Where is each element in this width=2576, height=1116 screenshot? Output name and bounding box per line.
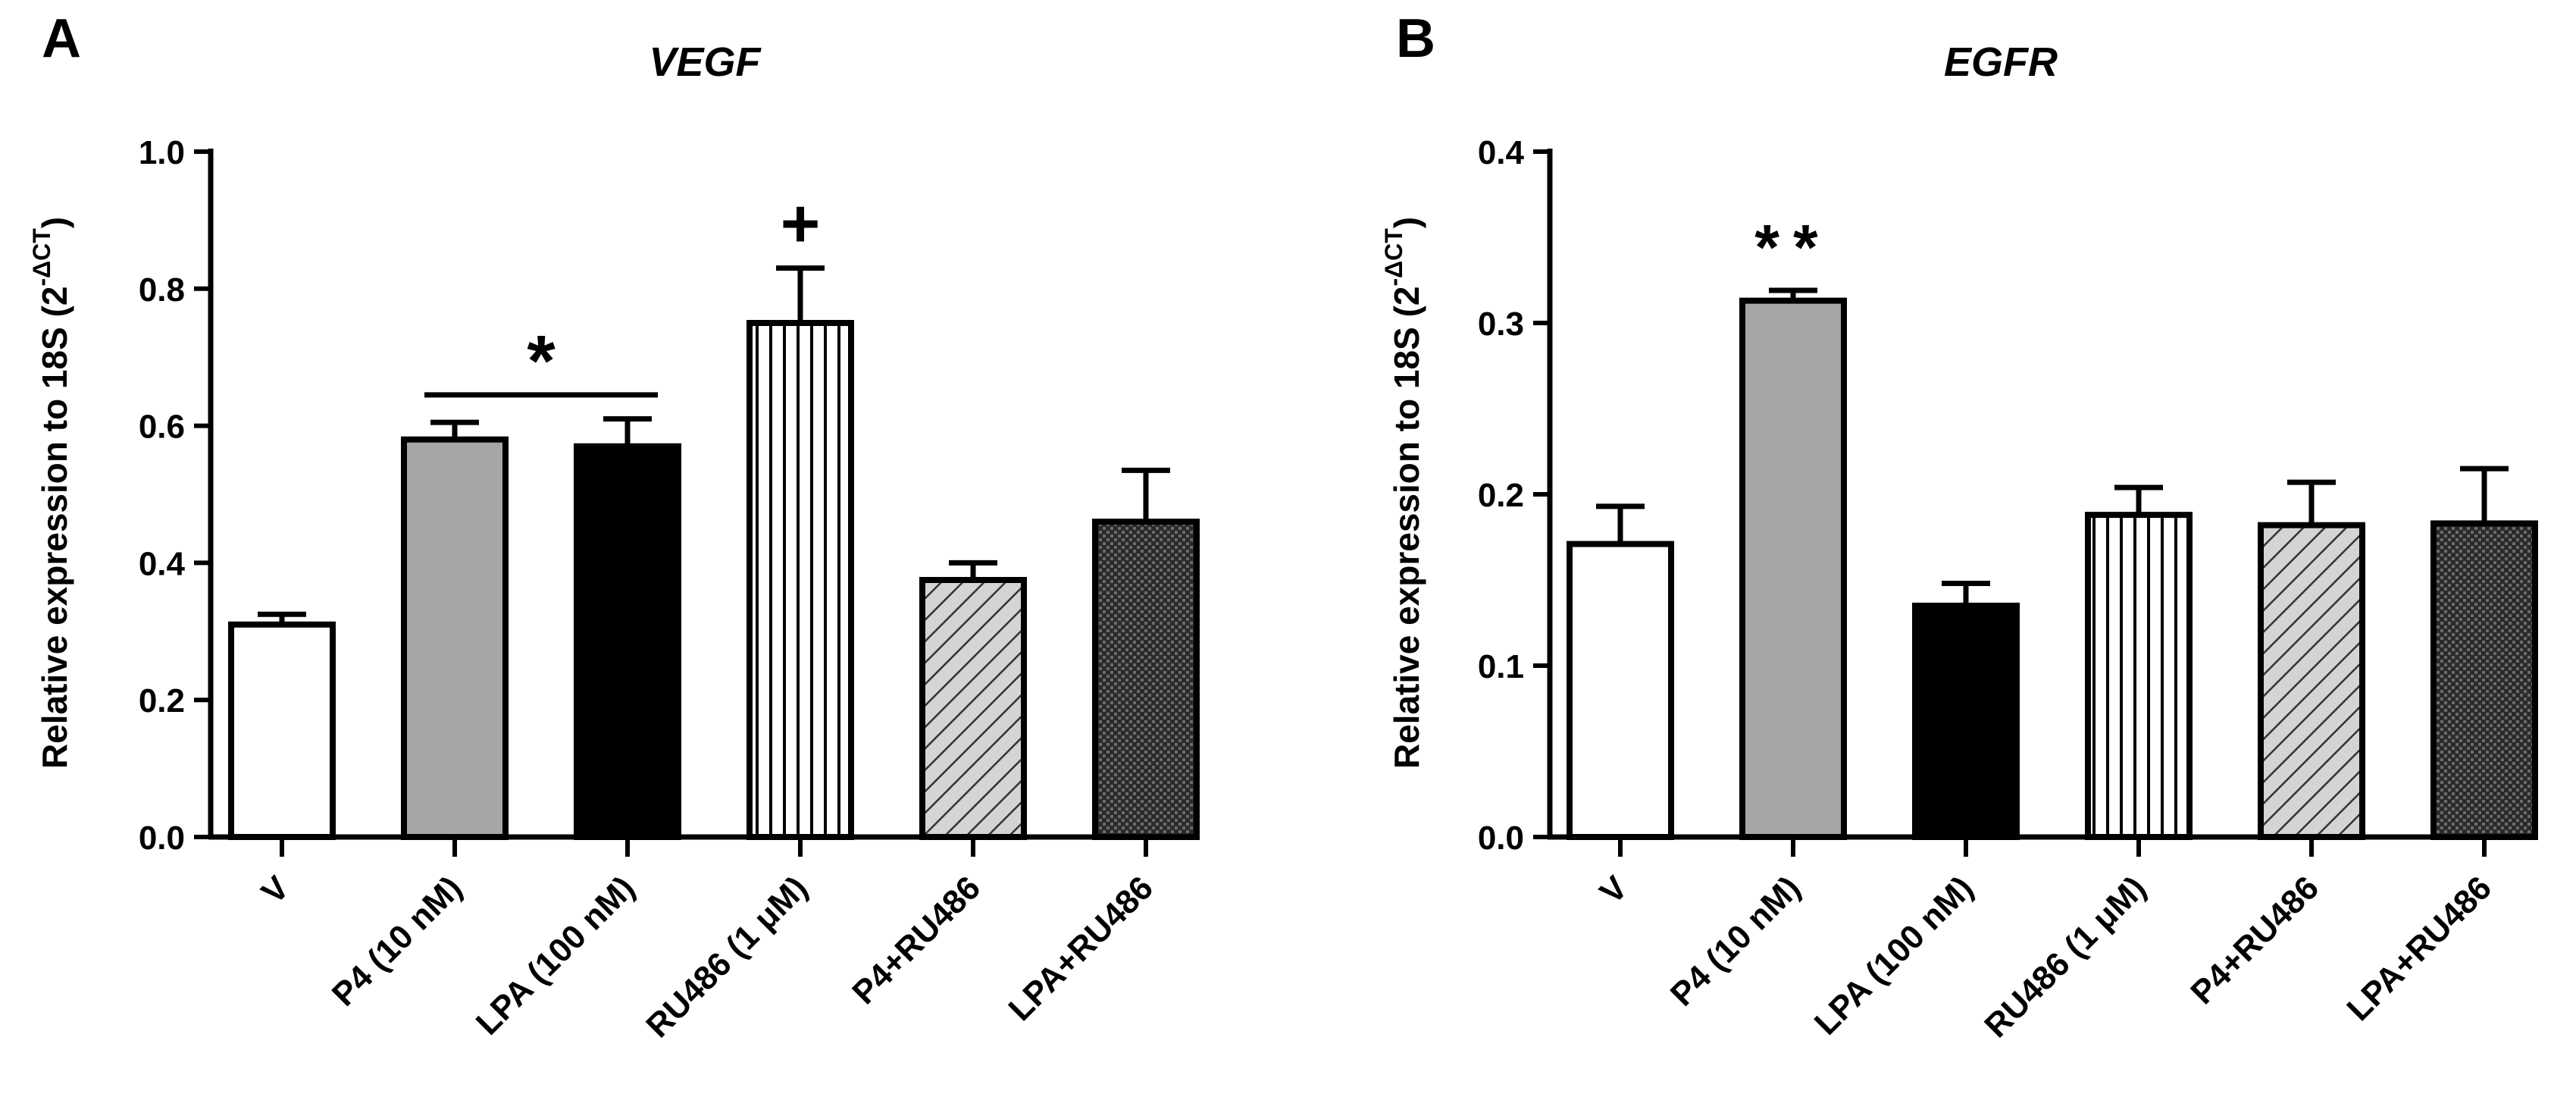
bar-6 [2430, 520, 2538, 840]
bar-1 [228, 621, 336, 840]
significance-marker: * [527, 321, 556, 402]
bar-4 [747, 320, 854, 840]
x-tick-label: P4+RU486 [2183, 869, 2326, 1011]
chart-panel-b: B EGFR 0.0 0.1 0.2 0.3 0.4 Relative expression … [1380, 8, 2538, 1045]
x-tick-label: P4 (10 nM) [1664, 869, 1808, 1013]
y-axis-label: Relative expression to 18S (2-ΔCT) [28, 217, 74, 769]
y-tick-label: 0.6 [139, 409, 185, 446]
bar-6 [1092, 519, 1200, 840]
y-tick-label: 0.3 [1478, 306, 1524, 343]
y-tick-label: 1.0 [139, 134, 185, 171]
x-tick-label: LPA+RU486 [1001, 869, 1160, 1028]
x-tick-label: RU486 (1 μM) [1977, 869, 2153, 1045]
chart-title: VEGF [649, 39, 762, 85]
panel-label: A [42, 8, 81, 69]
y-axis-label: Relative expression to 18S (2-ΔCT) [1380, 217, 1426, 769]
significance-marker: ** [1754, 212, 1831, 283]
y-tick-label: 0.8 [139, 271, 185, 309]
y-tick-label: 0.1 [1478, 648, 1524, 685]
y-tick-label: 0.2 [139, 682, 185, 719]
chart-panel-a: A VEGF 0.0 0.2 0.4 0.6 0.8 1.0 Relative expressi… [28, 8, 1200, 1045]
x-tick-label: LPA (100 nM) [469, 869, 642, 1042]
x-tick-label: P4+RU486 [845, 869, 988, 1011]
bar-3 [574, 443, 681, 840]
x-tick-label: LPA (100 nM) [1808, 869, 1980, 1042]
bar-2 [1739, 297, 1847, 840]
x-tick-label: LPA+RU486 [2340, 869, 2499, 1028]
x-tick-label: P4 (10 nM) [325, 869, 469, 1013]
bar-1 [1567, 541, 1674, 840]
bar-5 [919, 577, 1027, 840]
significance-marker: + [781, 187, 821, 262]
bar-3 [1912, 602, 2020, 841]
y-tick-label: 0.0 [139, 820, 185, 857]
x-tick-label: V [1593, 869, 1635, 911]
bar-5 [2258, 522, 2365, 840]
chart-title: EGFR [1944, 39, 2058, 85]
y-tick-label: 0.0 [1478, 820, 1524, 857]
panel-label: B [1396, 8, 1435, 69]
x-tick-label: V [255, 869, 297, 911]
bar-2 [401, 436, 509, 840]
bar-4 [2085, 512, 2193, 840]
x-tick-label: RU486 (1 μM) [639, 869, 815, 1045]
y-tick-label: 0.4 [139, 545, 186, 582]
y-tick-label: 0.4 [1478, 134, 1525, 171]
y-tick-label: 0.2 [1478, 477, 1524, 514]
